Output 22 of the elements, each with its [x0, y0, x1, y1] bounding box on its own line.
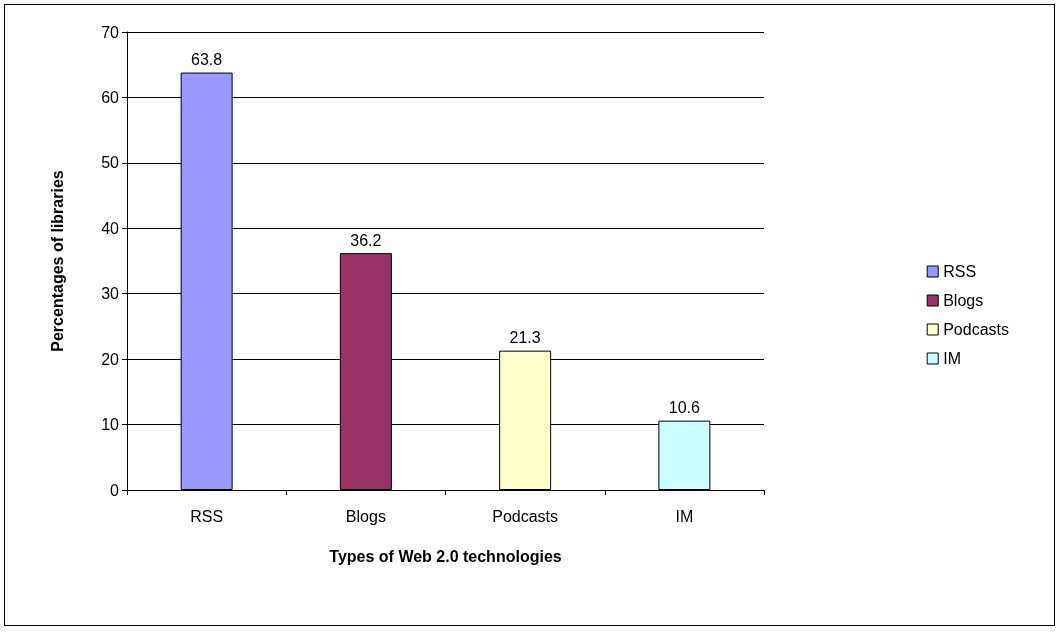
y-tick-label: 20 [101, 350, 120, 368]
y-tick-label: 60 [101, 88, 120, 106]
x-axis-title: Types of Web 2.0 technologies [329, 547, 562, 565]
x-tick-label: RSS [190, 507, 224, 525]
data-label: 10.6 [668, 399, 701, 417]
data-label: 63.8 [191, 51, 223, 69]
y-tick-label: 40 [101, 219, 120, 237]
data-label: 36.2 [350, 231, 382, 249]
y-axis-title: Percentages of libraries [48, 170, 66, 352]
y-tick-label: 70 [101, 23, 120, 41]
x-tick-label: Blogs [345, 507, 386, 525]
legend-label: IM [943, 350, 961, 367]
y-tick-label: 10 [101, 416, 120, 434]
x-tick-label: Podcasts [492, 507, 559, 525]
data-label: 21.3 [509, 329, 541, 347]
legend-label: Podcasts [943, 321, 1009, 338]
y-tick-label: 50 [101, 154, 120, 172]
y-tick-label: 0 [110, 481, 120, 499]
x-tick-label: IM [675, 507, 694, 525]
legend-label: RSS [943, 263, 977, 280]
y-tick-label: 30 [101, 285, 120, 303]
legend-label: Blogs [943, 292, 984, 309]
